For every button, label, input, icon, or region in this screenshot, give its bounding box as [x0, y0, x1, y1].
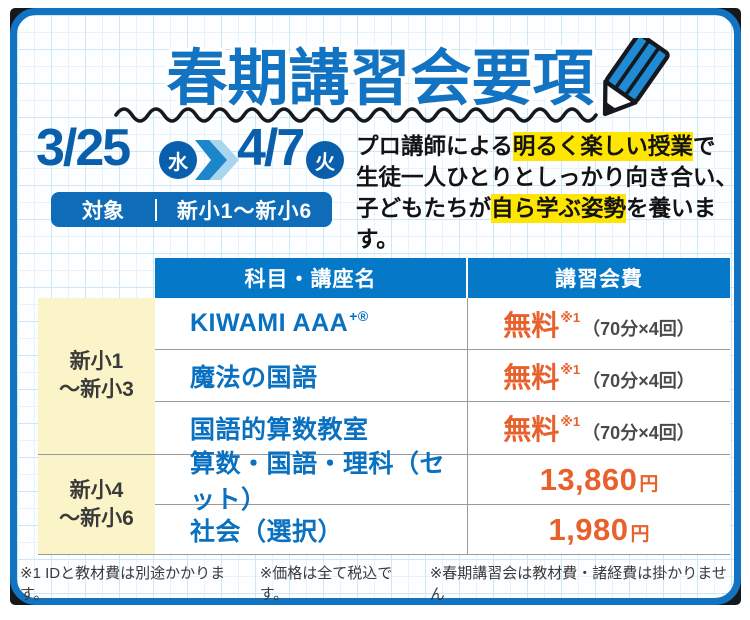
course-fee: 無料 ※1 （70分×4回）	[468, 402, 730, 454]
course-name: 社会（選択）	[155, 505, 468, 554]
grade-group-column: 新小1 〜新小3 新小4 〜新小6	[38, 298, 155, 555]
pencil-icon	[602, 38, 670, 117]
free-label: 無料	[503, 361, 560, 393]
description-line-3: 子どもたちが自ら学ぶ姿勢を養います。	[356, 193, 746, 255]
start-date: 3/25	[36, 119, 131, 177]
table-row: 算数・国語・理科（セット） 13,860 円	[155, 450, 730, 514]
grade-group-1: 新小1 〜新小3	[38, 298, 155, 455]
description: プロ講師による明るく楽しい授業で 生徒一人ひとりとしっかり向き合い、 子どもたち…	[356, 131, 746, 255]
price-unit: 円	[639, 473, 659, 495]
course-superscript: +®	[349, 307, 369, 324]
footnote-2: ※価格は全て税込です。	[259, 565, 393, 603]
table-row: 国語的算数教室 無料 ※1 （70分×4回）	[155, 402, 730, 455]
highlighted-text: 自ら学ぶ姿勢	[491, 194, 627, 223]
page-title: 春期講習会要項	[166, 44, 594, 112]
course-name: 魔法の国語	[155, 350, 468, 401]
grade-group-text: 〜新小3	[59, 378, 134, 401]
description-line-1: プロ講師による明るく楽しい授業で	[356, 131, 746, 162]
grade-group-text: 〜新小6	[59, 506, 134, 530]
fee-footnote-ref: ※1	[560, 309, 581, 325]
fee-footnote-ref: ※1	[560, 361, 581, 377]
course-fee: 13,860 円	[468, 455, 730, 504]
fee-detail: （70分×4回）	[582, 423, 695, 443]
fee-detail: （70分×4回）	[582, 370, 695, 391]
course-fee: 1,980 円	[468, 505, 730, 554]
footnote-1: ※1 IDと教材費は別途かかります。	[20, 565, 226, 603]
free-label: 無料	[503, 309, 560, 341]
pill-divider	[155, 198, 157, 221]
table-row: 社会（選択） 1,980 円	[155, 505, 730, 555]
desc-text: 生徒一人ひとりとしっかり向き合い、	[356, 165, 738, 190]
footnotes: ※1 IDと教材費は別途かかります。 ※価格は全て税込です。 ※春期講習会は教材…	[20, 562, 730, 604]
column-header-fee: 講習会費	[555, 268, 643, 291]
desc-text: 子どもたちが	[356, 196, 492, 221]
course-name: 国語的算数教室	[155, 402, 468, 454]
wavy-underline	[114, 107, 598, 123]
course-fee: 無料 ※1 （70分×4回）	[468, 298, 730, 349]
end-day-badge: 火	[306, 141, 344, 179]
description-line-2: 生徒一人ひとりとしっかり向き合い、	[356, 162, 746, 193]
price-value: 1,980	[548, 511, 629, 547]
arrow-icon	[195, 140, 239, 180]
course-text: 社会（選択）	[190, 517, 344, 546]
target-pill: 対象 新小1〜新小6	[51, 192, 332, 227]
course-text: 魔法の国語	[190, 363, 318, 392]
desc-text: プロ講師による	[356, 134, 513, 159]
fee-footnote-ref: ※1	[560, 414, 581, 429]
grade-group-2: 新小4 〜新小6	[38, 455, 155, 555]
price-unit: 円	[630, 523, 650, 545]
course-text: 算数・国語・理科（セット）	[190, 449, 446, 514]
course-text: 国語的算数教室	[190, 416, 369, 444]
table-header: 科目・講座名 講習会費	[155, 258, 730, 298]
course-fee: 無料 ※1 （70分×4回）	[468, 350, 730, 401]
column-header-course: 科目・講座名	[155, 258, 468, 298]
free-label: 無料	[503, 414, 560, 445]
desc-text: で	[692, 134, 716, 159]
highlighted-text: 明るく楽しい授業	[512, 132, 693, 161]
table-body: KIWAMI AAA +® 無料 ※1 （70分×4回） 魔法の国語 無料 ※1 （70分…	[155, 298, 730, 555]
course-name: KIWAMI AAA +®	[155, 298, 468, 349]
grade-group-text: 新小1	[69, 350, 124, 373]
target-label: 対象	[82, 199, 124, 223]
table-row: 魔法の国語 無料 ※1 （70分×4回）	[155, 350, 730, 402]
end-date: 4/7	[237, 119, 305, 177]
start-day-badge: 水	[159, 141, 197, 179]
course-name: 算数・国語・理科（セット）	[155, 450, 468, 514]
grade-group-text: 新小4	[69, 478, 124, 502]
target-value: 新小1〜新小6	[176, 199, 313, 223]
fee-detail: （70分×4回）	[582, 318, 695, 339]
table-row: KIWAMI AAA +® 無料 ※1 （70分×4回）	[155, 298, 730, 350]
desc-text: を養います。	[356, 196, 717, 252]
course-text: KIWAMI AAA	[190, 309, 349, 337]
price-value: 13,860	[539, 461, 638, 497]
footnote-3: ※春期講習会は教材費・諸経費は掛かりません	[429, 565, 727, 603]
